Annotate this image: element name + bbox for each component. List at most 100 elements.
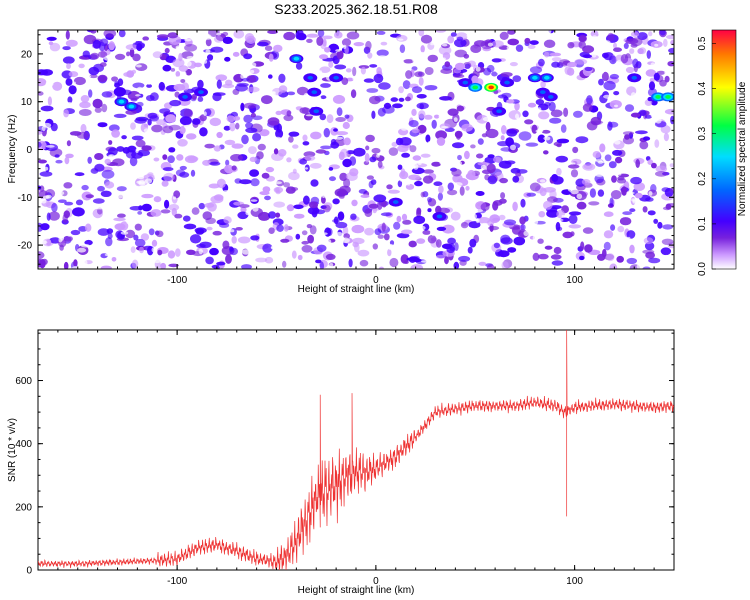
spectrogram-noise-blob <box>568 224 582 229</box>
spectrogram-noise-blob <box>295 30 300 40</box>
spectrogram-noise-blob <box>295 62 303 70</box>
spectrogram-gap <box>550 125 558 128</box>
spectrogram-noise-blob <box>249 169 260 177</box>
spectrogram-noise-blob <box>516 169 528 174</box>
spectrogram-noise-blob <box>451 168 462 177</box>
spectrogram-noise-blob <box>369 156 377 163</box>
spectrogram-gap <box>523 230 529 236</box>
spectrogram-noise-blob <box>130 122 136 130</box>
spectrogram-noise-blob <box>123 72 133 77</box>
spectrogram-noise-blob <box>398 97 405 102</box>
spectrogram-noise-blob <box>137 211 143 215</box>
spectrogram-noise-blob <box>525 142 539 147</box>
spectrogram-noise-blob <box>156 34 169 39</box>
spectrogram-noise-blob <box>345 68 352 73</box>
spectrogram-noise-blob <box>582 54 592 59</box>
spectrogram-noise-blob <box>446 246 456 254</box>
spectrogram-noise-blob <box>97 74 108 82</box>
spectrogram-noise-blob <box>47 96 53 106</box>
spectrogram-gap <box>665 66 673 71</box>
spectrogram-gap <box>480 164 487 170</box>
spectrogram-noise-blob <box>64 156 70 165</box>
spectrogram-gap <box>149 78 157 85</box>
spectrogram-noise-blob <box>420 45 425 53</box>
spectrogram-noise-blob <box>612 149 623 156</box>
spectrogram-gap <box>594 218 602 224</box>
spectrogram-gap <box>220 205 228 208</box>
spectrogram-gap <box>399 179 406 182</box>
spectrogram-noise-blob <box>317 30 325 38</box>
spectrogram-gap <box>291 194 297 200</box>
spectrogram-noise-blob <box>438 185 444 194</box>
spectrogram-gap <box>252 206 259 212</box>
spectrogram-gap <box>324 193 331 200</box>
spectrogram-noise-blob <box>440 68 453 74</box>
spectrogram-noise-blob <box>276 123 282 133</box>
spectrogram-noise-blob <box>161 180 169 187</box>
spectrogram-noise-blob <box>457 154 462 161</box>
spectrogram-noise-blob <box>556 138 570 144</box>
spectrogram-noise-blob <box>402 80 411 90</box>
spectrogram-noise-blob <box>422 175 434 184</box>
spectrogram-noise-blob <box>259 191 270 196</box>
spectrogram-noise-blob <box>159 108 171 114</box>
spectrogram-gap <box>117 194 124 199</box>
spectrogram-gap <box>119 124 127 129</box>
spectrogram-noise-blob <box>111 129 120 138</box>
spectrogram-gap <box>435 102 441 107</box>
spectrogram-noise-blob <box>501 261 509 269</box>
spectrogram-noise-blob <box>353 147 366 157</box>
spectrogram-noise-blob <box>92 98 103 109</box>
spectrogram-noise-blob <box>529 66 543 74</box>
spectrogram-noise-blob <box>176 154 184 161</box>
spectrogram-noise-blob <box>97 122 108 128</box>
spectrogram-noise-blob <box>469 238 477 248</box>
spectrogram-noise-blob <box>147 172 154 177</box>
spectrogram-noise-blob <box>245 127 258 133</box>
spectrogram-noise-blob <box>222 36 233 45</box>
spectrogram-noise-blob <box>99 38 109 47</box>
spectrogram-peak <box>309 106 324 116</box>
spectrogram-noise-blob <box>639 140 649 150</box>
spectrogram-gap <box>154 175 159 179</box>
spectrogram-gap <box>563 144 571 151</box>
spectrogram-noise-blob <box>568 214 578 224</box>
spectrogram-gap <box>628 145 634 149</box>
spectrogram-noise-blob <box>527 102 537 108</box>
spectrogram-peak <box>124 101 139 111</box>
spectrogram-noise-blob <box>512 75 522 83</box>
spectrogram-noise-blob <box>450 32 457 37</box>
spectrogram-noise-blob <box>619 217 632 226</box>
spectrogram-noise-blob <box>609 73 620 80</box>
spectrogram-noise-blob <box>638 109 647 117</box>
spectrogram-noise-blob <box>582 227 594 234</box>
spectrogram-gap <box>407 205 415 211</box>
spectrogram-noise-blob <box>45 239 52 246</box>
spectrogram-gap <box>193 32 198 37</box>
spectrogram-noise-blob <box>252 133 262 142</box>
spectrogram-gap <box>167 215 173 219</box>
spectrogram-noise-blob <box>459 186 465 196</box>
spectrogram-gap <box>180 262 184 266</box>
spectrogram-noise-blob <box>411 108 417 116</box>
spectrogram-noise-blob <box>183 215 191 222</box>
spectrogram-gap <box>164 217 172 223</box>
spectrogram-gap <box>411 30 415 35</box>
spectrogram-peak <box>193 87 208 97</box>
spectrogram-noise-blob <box>107 147 118 156</box>
spectrogram-noise-blob <box>141 145 152 152</box>
spectrogram-noise-blob <box>405 96 411 102</box>
spectrogram-noise-blob <box>477 217 491 224</box>
spectrogram-gap <box>595 70 605 75</box>
spectrogram-noise-blob <box>212 230 222 236</box>
spectrogram-noise-blob <box>538 211 546 218</box>
spectrogram-noise-blob <box>427 197 432 203</box>
spectrogram-gap <box>430 42 435 46</box>
spectrogram-noise-blob <box>568 211 582 216</box>
spectrogram-noise-blob <box>424 67 434 75</box>
colorbar-ticks: 0.0 0.1 0.2 0.3 0.4 0.5 <box>697 36 716 276</box>
spectrogram-noise-blob <box>633 182 645 192</box>
spectrogram-noise-blob <box>135 139 146 148</box>
spectrogram-noise-blob <box>630 176 642 185</box>
spectrogram-noise-blob <box>520 224 526 231</box>
